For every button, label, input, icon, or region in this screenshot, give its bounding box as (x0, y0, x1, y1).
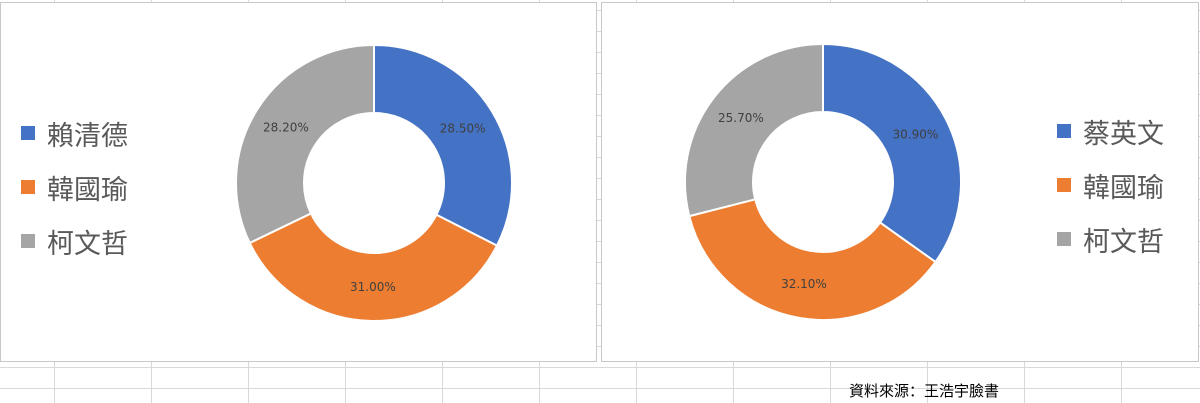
donut-chart-right[interactable]: 30.90% 32.10% 25.70% 蔡英文 韓國瑜 柯文哲 (601, 2, 1199, 362)
donut-chart-right-svg: 30.90% 32.10% 25.70% (684, 42, 962, 321)
donut-slice-3[interactable] (684, 42, 824, 218)
legend-swatch-gray (1057, 232, 1071, 246)
legend-label: 柯文哲 (1083, 226, 1164, 258)
data-label-2: 32.10% (781, 277, 827, 291)
donut-slice-1[interactable] (822, 42, 962, 264)
legend-label: 柯文哲 (47, 228, 128, 260)
legend-swatch-orange (21, 180, 35, 194)
data-label-1: 28.50% (440, 122, 486, 136)
legend-item: 賴清德 (21, 106, 128, 160)
legend-left: 賴清德 韓國瑜 柯文哲 (21, 106, 128, 268)
legend-swatch-gray (21, 234, 35, 248)
data-label-3: 25.70% (718, 111, 764, 125)
legend-item: 韓國瑜 (21, 160, 128, 214)
legend-item: 柯文哲 (1057, 212, 1164, 266)
data-label-2: 31.00% (350, 280, 396, 294)
legend-swatch-orange (1057, 178, 1071, 192)
donut-chart-left-svg: 28.50% 31.00% 28.20% (235, 43, 513, 322)
legend-label: 韓國瑜 (47, 174, 128, 206)
legend-item: 韓國瑜 (1057, 158, 1164, 212)
legend-label: 蔡英文 (1083, 118, 1164, 150)
donut-slice-3[interactable] (235, 43, 375, 245)
donut-slice-2[interactable] (688, 198, 937, 321)
source-note: 資料來源：王浩宇臉書 (849, 382, 1000, 400)
legend-right: 蔡英文 韓國瑜 柯文哲 (1057, 104, 1164, 266)
legend-item: 蔡英文 (1057, 104, 1164, 158)
data-label-3: 28.20% (263, 121, 309, 135)
legend-label: 賴清德 (47, 120, 128, 152)
legend-swatch-blue (21, 126, 35, 140)
donut-slice-2[interactable] (248, 212, 499, 322)
donut-chart-left[interactable]: 28.50% 31.00% 28.20% 賴清德 韓國瑜 柯文哲 (0, 2, 597, 362)
donut-slice-1[interactable] (373, 43, 513, 247)
legend-item: 柯文哲 (21, 214, 128, 268)
data-label-1: 30.90% (893, 127, 939, 141)
legend-label: 韓國瑜 (1083, 172, 1164, 204)
legend-swatch-blue (1057, 124, 1071, 138)
